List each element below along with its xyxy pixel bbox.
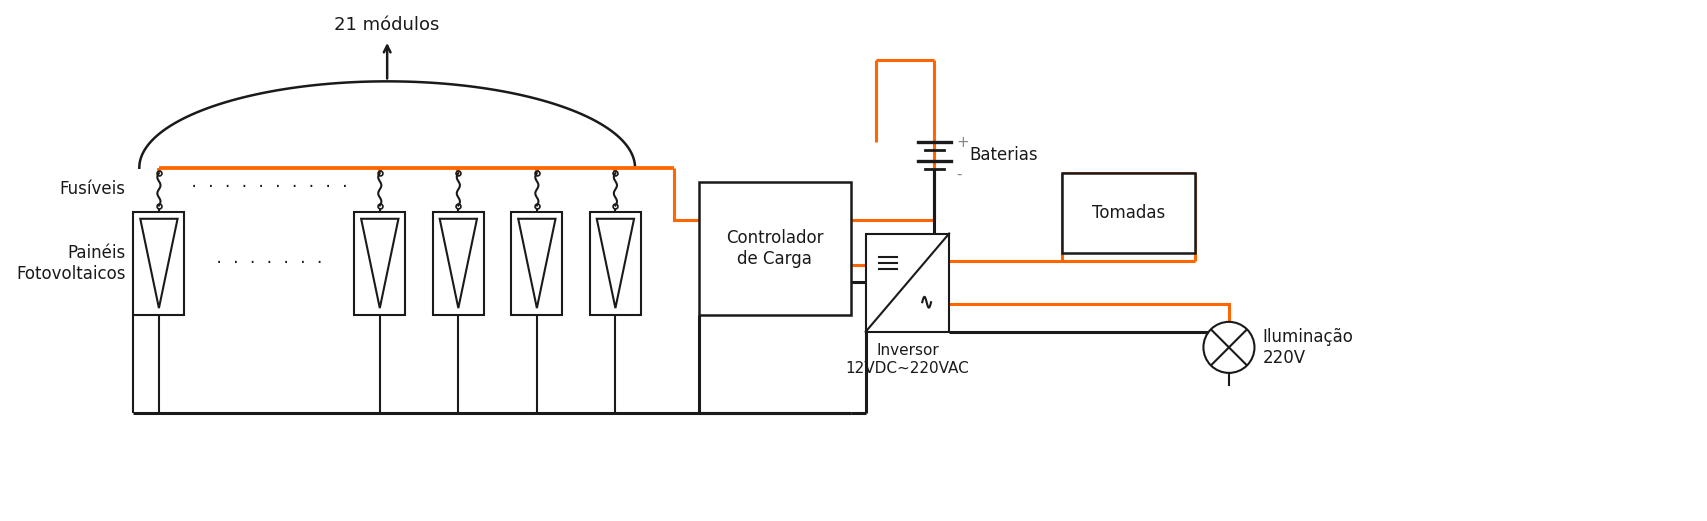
Text: 21 módulos: 21 módulos	[335, 16, 440, 34]
Bar	[1062, 172, 1193, 253]
Text: Painéis
Fotovoltaicos: Painéis Fotovoltaicos	[15, 244, 126, 283]
Polygon shape	[140, 219, 178, 308]
Text: Fusíveis: Fusíveis	[60, 180, 126, 199]
Bar	[510, 212, 562, 315]
Bar	[865, 233, 949, 332]
Polygon shape	[517, 219, 555, 308]
Text: +: +	[956, 135, 968, 150]
Bar	[589, 212, 640, 315]
Text: Inversor
12VDC~220VAC: Inversor 12VDC~220VAC	[845, 343, 970, 376]
Bar	[432, 212, 483, 315]
Text: -: -	[956, 167, 961, 182]
Text: · · · · · · ·: · · · · · · ·	[215, 256, 324, 270]
Text: Tomadas: Tomadas	[1091, 204, 1164, 222]
Text: Iluminação
220V: Iluminação 220V	[1261, 328, 1352, 367]
Bar	[698, 182, 850, 315]
Text: Baterias: Baterias	[970, 146, 1038, 164]
Polygon shape	[360, 219, 398, 308]
Polygon shape	[439, 219, 476, 308]
Bar	[133, 212, 184, 315]
Circle shape	[1203, 322, 1253, 373]
Text: Controlador
de Carga: Controlador de Carga	[725, 229, 823, 268]
Bar	[353, 212, 405, 315]
Polygon shape	[596, 219, 633, 308]
Text: · · · · · · · · · ·: · · · · · · · · · ·	[189, 180, 348, 194]
